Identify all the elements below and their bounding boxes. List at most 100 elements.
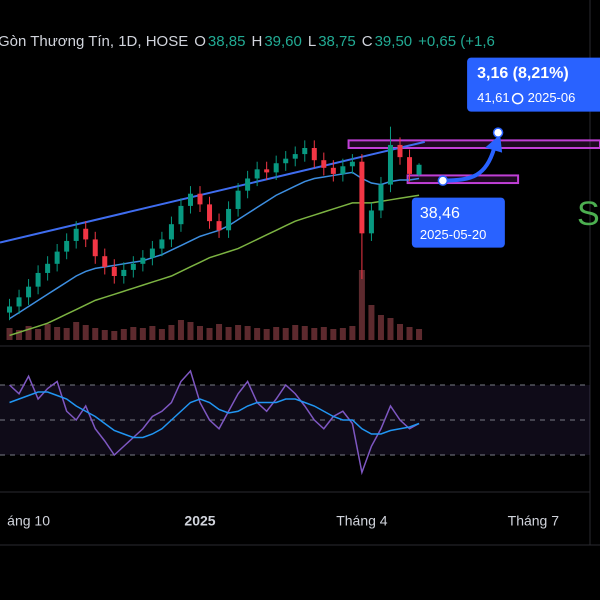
candle-body bbox=[292, 154, 298, 159]
volume-bar bbox=[82, 325, 89, 340]
candle-body bbox=[349, 161, 355, 167]
volume-bar bbox=[311, 328, 318, 340]
candle-body bbox=[197, 193, 203, 205]
candle-body bbox=[235, 190, 241, 209]
volume-bar bbox=[149, 326, 156, 340]
candle-body bbox=[245, 178, 251, 191]
candle-body bbox=[216, 221, 222, 231]
candle-body bbox=[73, 228, 79, 241]
callout-box bbox=[467, 57, 600, 112]
candle-body bbox=[187, 193, 193, 206]
side-text: ST bbox=[577, 195, 600, 233]
annotation-point bbox=[492, 127, 504, 138]
price-zone bbox=[347, 139, 600, 149]
volume-bar bbox=[273, 327, 280, 340]
volume-bar bbox=[177, 320, 184, 340]
volume-bar bbox=[63, 328, 70, 340]
callout-value: 41,61 bbox=[477, 90, 510, 105]
candle-body bbox=[16, 297, 22, 307]
volume-bar bbox=[73, 322, 80, 340]
x-tick-label: áng 10 bbox=[7, 513, 50, 529]
volume-bar bbox=[168, 325, 175, 340]
annotation-point bbox=[437, 175, 449, 186]
candle-body bbox=[45, 263, 51, 273]
candle-body bbox=[64, 240, 70, 252]
price-change: +0,65 (+1,6 bbox=[418, 33, 495, 50]
volume-bar bbox=[349, 326, 356, 340]
volume-bar bbox=[44, 324, 51, 340]
volume-bar bbox=[368, 305, 375, 340]
rsi-line bbox=[9, 369, 420, 476]
candle-body bbox=[178, 205, 184, 225]
volume-bar bbox=[416, 329, 423, 340]
candle-body bbox=[330, 167, 336, 174]
volume-bar bbox=[225, 327, 232, 340]
volume-bar bbox=[377, 315, 384, 340]
volume-bar bbox=[397, 324, 403, 340]
candle-body bbox=[130, 263, 136, 270]
candle-body bbox=[121, 269, 127, 276]
candle-body bbox=[207, 204, 213, 222]
volume-bar bbox=[282, 328, 289, 340]
candle-body bbox=[397, 144, 403, 158]
volume-bar bbox=[206, 328, 213, 340]
callout-box bbox=[411, 197, 505, 248]
ohlc-value: 39,50 bbox=[375, 33, 413, 50]
candle-body bbox=[321, 160, 327, 168]
candle-body bbox=[92, 239, 98, 257]
volume-bar bbox=[244, 326, 251, 340]
chart-title: Gòn Thương Tín, 1D, HOSE bbox=[0, 33, 188, 50]
volume-bar bbox=[139, 328, 146, 340]
callout-value: 38,46 bbox=[420, 205, 460, 222]
volume-bar bbox=[406, 327, 413, 340]
volume-bar bbox=[120, 329, 127, 340]
volume-bar bbox=[130, 327, 137, 340]
candle-body bbox=[7, 306, 13, 313]
ohlc-label: H bbox=[251, 33, 262, 50]
ohlc-value: 38,75 bbox=[318, 33, 356, 50]
ohlc-value: 38,85 bbox=[208, 33, 246, 50]
candle-body bbox=[54, 251, 60, 264]
volume-bar bbox=[387, 318, 394, 340]
volume-bar bbox=[35, 329, 42, 340]
callout-change: 3,16 (8,21%) bbox=[477, 65, 569, 82]
candle-body bbox=[302, 148, 308, 155]
candle-body bbox=[26, 286, 32, 298]
change-arrow bbox=[442, 148, 497, 183]
arrow-head bbox=[485, 134, 503, 153]
ohlc-label: L bbox=[308, 33, 316, 50]
ohlc-value: 39,60 bbox=[264, 33, 302, 50]
candle-body bbox=[311, 148, 317, 161]
volume-bar bbox=[16, 330, 23, 340]
candle-body bbox=[340, 166, 346, 174]
candle-body bbox=[168, 224, 174, 240]
volume-bar bbox=[358, 270, 365, 340]
x-tick-label: Tháng 4 bbox=[336, 513, 388, 529]
candle-body bbox=[140, 257, 146, 264]
trendline bbox=[0, 140, 425, 244]
candle-body bbox=[35, 272, 41, 287]
volume-bar bbox=[254, 328, 261, 340]
x-tick-label: Tháng 7 bbox=[508, 513, 560, 529]
volume-bar bbox=[111, 331, 118, 340]
volume-bar bbox=[301, 326, 308, 340]
candle-body bbox=[378, 184, 384, 211]
candle-body bbox=[283, 158, 289, 164]
volume-bar bbox=[330, 329, 337, 340]
candle-body bbox=[149, 248, 155, 258]
candle-body bbox=[273, 163, 279, 173]
volume-bar bbox=[6, 328, 13, 340]
ohlc-label: O bbox=[194, 33, 206, 50]
volume-bar bbox=[235, 325, 242, 340]
volume-bar bbox=[216, 324, 223, 340]
volume-bar bbox=[292, 325, 299, 340]
candle-body bbox=[264, 169, 270, 173]
volume-bar bbox=[197, 326, 203, 340]
callout-date: 2025-06 bbox=[528, 90, 576, 105]
candle-body bbox=[368, 210, 374, 234]
volume-bar bbox=[187, 322, 194, 340]
clock-icon bbox=[511, 92, 524, 105]
candle-body bbox=[102, 256, 108, 267]
rsi-line bbox=[9, 391, 420, 439]
moving-average bbox=[9, 171, 420, 320]
